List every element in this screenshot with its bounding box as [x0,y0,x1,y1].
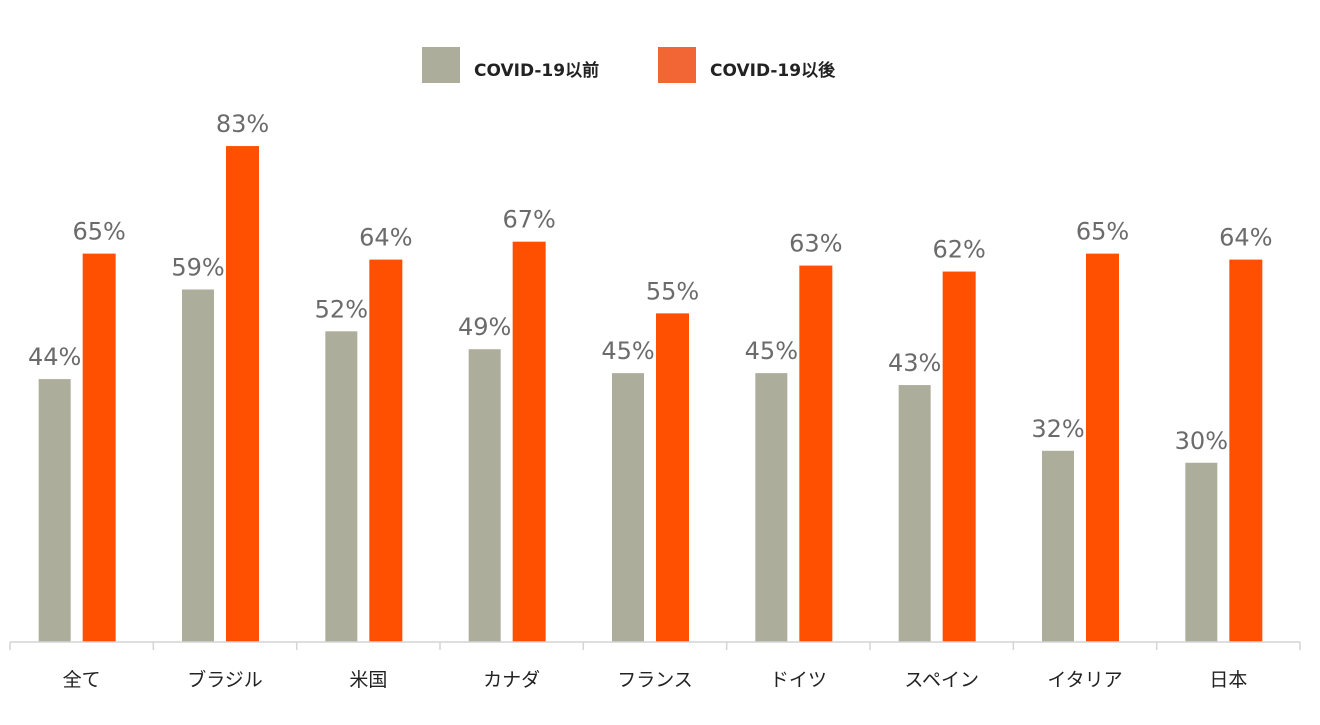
bar-before-7 [1042,450,1074,642]
legend-label-after: COVID-19以後 [710,60,836,81]
data-label-before-5: 45% [745,337,798,365]
data-label-before-0: 44% [28,343,81,371]
bar-after-6 [942,271,976,642]
bar-after-1 [226,146,259,642]
plot-area: 44% 65% 59% 83% 52% 64% 49% 67% 45% 55% 45% 63% 43% 6… [28,110,1273,643]
data-label-after-2: 64% [359,224,412,252]
bar-after-4 [656,313,689,642]
legend-swatch-after [658,47,696,83]
bar-before-4 [612,373,644,642]
legend: COVID-19以前 COVID-19以後 [422,47,836,83]
data-label-after-0: 65% [72,218,125,246]
bar-after-8 [1229,259,1263,642]
bar-after-7 [1086,253,1119,642]
category-label-2: 米国 [349,669,387,691]
data-label-before-4: 45% [601,337,654,365]
category-label-7: イタリア [1047,669,1122,691]
data-label-after-1: 83% [216,110,269,138]
bar-before-2 [325,331,358,642]
data-label-after-7: 65% [1076,218,1129,246]
data-label-before-6: 43% [888,349,941,377]
category-label-4: フランス [617,669,693,691]
data-label-after-8: 64% [1219,224,1272,252]
bar-before-3 [468,349,501,642]
bar-after-5 [799,265,833,642]
category-label-1: ブラジル [187,668,263,691]
bar-before-6 [898,385,931,642]
data-label-before-7: 32% [1031,415,1084,443]
bar-before-0 [38,379,71,642]
bar-before-5 [755,373,788,642]
category-label-3: カナダ [483,669,540,691]
data-label-after-4: 55% [646,277,699,305]
data-label-before-1: 59% [171,253,224,281]
bar-after-2 [369,259,403,642]
data-label-before-3: 49% [458,313,511,341]
legend-swatch-before [422,47,460,83]
category-label-6: スペイン [904,669,979,691]
category-label-5: ドイツ [770,669,827,691]
bar-before-8 [1185,462,1218,642]
bar-after-3 [512,241,546,643]
data-label-after-6: 62% [932,236,985,264]
data-label-before-8: 30% [1175,427,1228,455]
data-label-before-2: 52% [315,295,368,323]
category-label-8: 日本 [1209,669,1247,691]
data-label-after-3: 67% [502,206,555,234]
data-label-after-5: 63% [789,230,842,258]
bar-before-1 [182,289,214,642]
bar-after-0 [82,253,116,642]
legend-label-before: COVID-19以前 [474,60,599,81]
category-label-0: 全て [63,669,101,691]
